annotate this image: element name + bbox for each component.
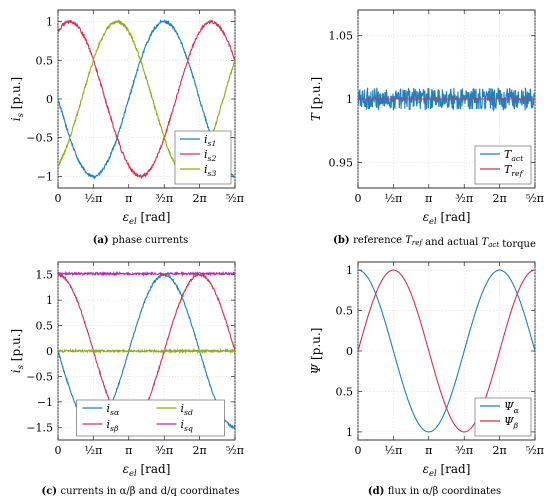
y-tick-label: 1: [46, 294, 53, 307]
x-tick-label: 2π: [192, 444, 206, 457]
legend-box: [474, 397, 532, 437]
panel-c: 0 ½π π ³⁄₂π 2π ⁵⁄₂π −1.5 −1 −0.5 0 0.5 1 1.5 εel [rad…: [9, 261, 244, 497]
y-tick-label: 1: [346, 426, 353, 439]
x-axis-label: εel [rad]: [123, 210, 171, 226]
x-tick-label: ½π: [84, 192, 102, 205]
legend-label: Tact: [504, 148, 524, 163]
x-tick-label: π: [125, 444, 132, 457]
y-axis-label: is [p.u.]: [9, 329, 25, 373]
panel-b: 0 ½π π ³⁄₂π 2π ⁵⁄₂π 0.95 1 1.05 εel [rad] T [p.u.]…: [309, 9, 544, 250]
y-tick-label: 0: [46, 345, 53, 358]
x-tick-label: ³⁄₂π: [155, 444, 173, 457]
y-axis-label: is [p.u.]: [9, 77, 25, 121]
series-line-is2-1: [58, 19, 235, 180]
panel-a: 0 ½π π ³⁄₂π 2π ⁵⁄₂π −1 −0.5 0 0.5 1 εel [rad] is [p.…: [9, 9, 244, 246]
x-tick-label: 0: [55, 192, 62, 205]
y-tick-label: 1: [46, 16, 53, 29]
series-line-isq-3: [58, 270, 235, 277]
x-tick-label: 2π: [192, 192, 206, 205]
series-line--1: [358, 269, 535, 433]
x-tick-label: ½π: [84, 444, 102, 457]
y-tick-label: 0: [346, 345, 353, 358]
y-tick-label: 1: [346, 264, 353, 277]
x-tick-label: ⁵⁄₂π: [526, 192, 544, 205]
legend-label: is1: [204, 133, 216, 148]
x-tick-label: ³⁄₂π: [455, 444, 473, 457]
y-tick-label: −0.5: [26, 132, 53, 145]
x-tick-label: ⁵⁄₂π: [526, 444, 544, 457]
panel-caption: (c) currents in α/β and d/q coordinates: [41, 486, 239, 497]
y-tick-label: 0.5: [336, 305, 354, 318]
x-tick-label: 2π: [492, 192, 506, 205]
legend-label: isβ: [107, 418, 119, 433]
x-axis-label: εel [rad]: [123, 462, 171, 478]
legend-label: Ψα: [504, 400, 520, 415]
legend-label: isq: [181, 418, 193, 433]
y-tick-label: −1: [37, 170, 53, 183]
x-tick-label: 2π: [492, 444, 506, 457]
series-line-is1-0: [58, 18, 235, 180]
x-tick-label: ½π: [384, 444, 402, 457]
legend-box: [474, 145, 532, 185]
y-tick-label: 0.5: [36, 54, 54, 67]
x-tick-label: π: [425, 192, 432, 205]
x-tick-label: ½π: [384, 192, 402, 205]
y-tick-label: 0.5: [36, 320, 54, 333]
legend-label: Ψβ: [504, 415, 519, 430]
x-tick-label: ⁵⁄₂π: [226, 444, 244, 457]
panel-caption: (d) flux in α/β coordinates: [368, 486, 501, 497]
panel-caption: (a) phase currents: [93, 235, 189, 246]
series-line-isd-2: [58, 347, 235, 355]
legend-label: isd: [181, 402, 193, 417]
series-line-tact-0: [358, 87, 535, 113]
y-tick-label: −0.5: [26, 370, 53, 383]
y-axis-label: Ψ [p.u.]: [309, 328, 323, 375]
x-tick-label: ³⁄₂π: [155, 192, 173, 205]
y-tick-label: −1: [37, 396, 53, 409]
legend-label: isα: [107, 402, 120, 417]
y-tick-label: 1.05: [329, 29, 354, 42]
x-tick-label: 0: [55, 444, 62, 457]
y-tick-label: 0: [46, 93, 53, 106]
legend-label: Tref: [504, 163, 524, 178]
legend-label: is3: [204, 163, 216, 178]
x-tick-label: π: [425, 444, 432, 457]
x-tick-label: 0: [355, 444, 362, 457]
y-tick-label: 1.5: [36, 269, 54, 282]
y-tick-label: 0.5: [336, 385, 354, 398]
x-tick-label: 0: [355, 192, 362, 205]
y-axis-label: T [p.u.]: [309, 77, 323, 121]
panel-d: 0 ½π π ³⁄₂π 2π ⁵⁄₂π 1 0.5 0 0.5 1 εel [rad] Ψ [p.u.]…: [309, 261, 544, 497]
y-tick-label: 0.95: [329, 157, 354, 170]
legend-box: [76, 399, 225, 437]
x-axis-label: εel [rad]: [423, 210, 471, 226]
x-tick-label: π: [125, 192, 132, 205]
x-tick-label: ⁵⁄₂π: [226, 192, 244, 205]
x-axis-label: εel [rad]: [423, 462, 471, 478]
legend-label: is2: [204, 148, 216, 163]
y-tick-label: −1.5: [26, 421, 53, 434]
x-tick-label: ³⁄₂π: [455, 192, 473, 205]
legend-box: [174, 130, 232, 185]
y-tick-label: 1: [346, 93, 353, 106]
panel-caption: (b) reference Tref and actual Tact torqu…: [333, 235, 536, 250]
